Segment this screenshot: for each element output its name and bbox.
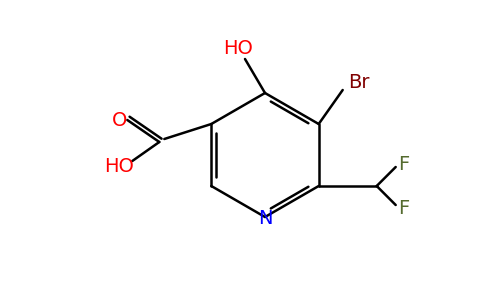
Text: F: F	[398, 154, 409, 173]
Text: HO: HO	[105, 157, 134, 175]
Text: HO: HO	[223, 40, 253, 58]
Text: F: F	[398, 199, 409, 218]
Text: O: O	[112, 110, 127, 130]
Text: N: N	[258, 208, 272, 227]
Text: Br: Br	[348, 73, 369, 92]
